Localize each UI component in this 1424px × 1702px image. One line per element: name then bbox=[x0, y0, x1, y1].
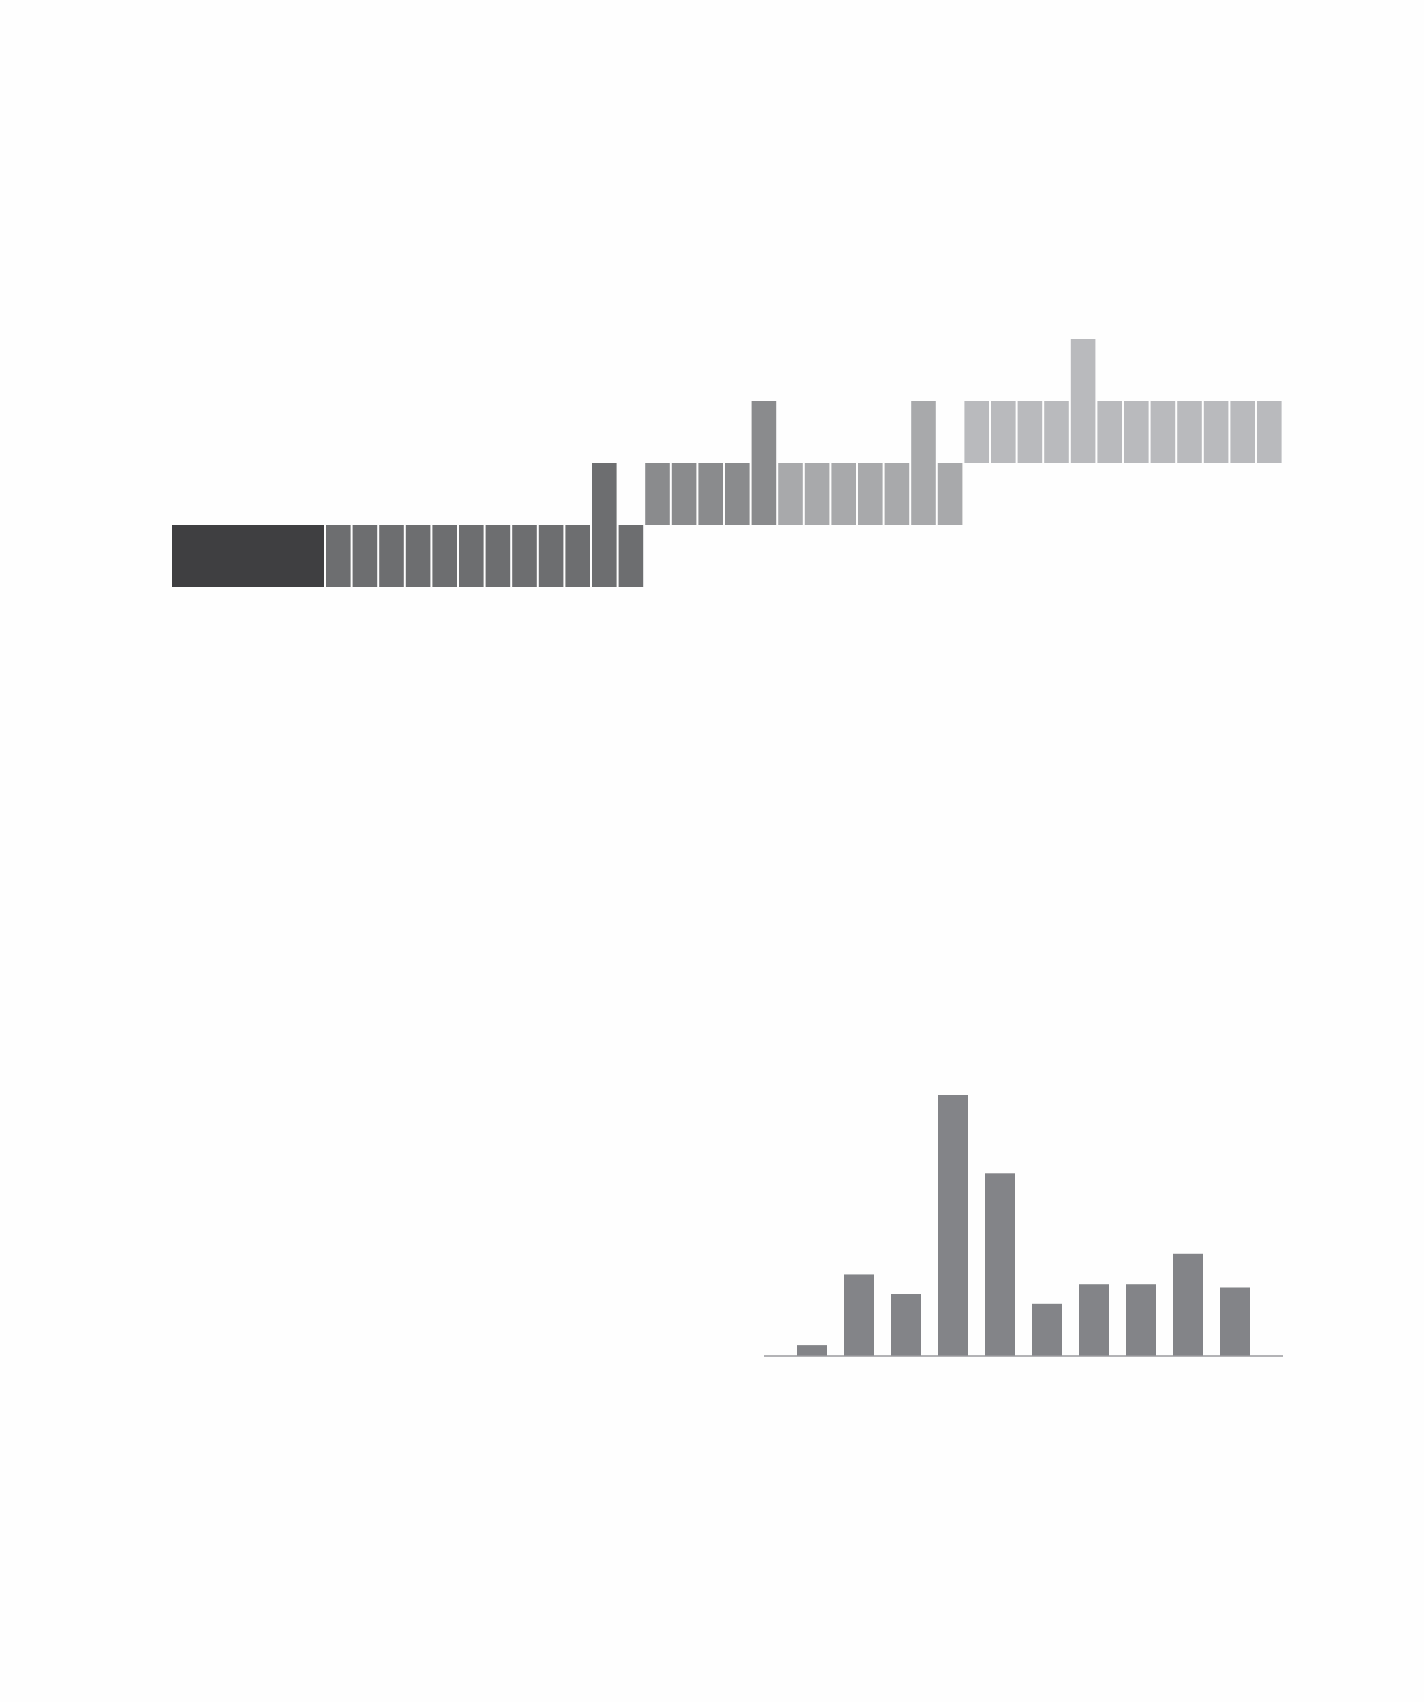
bar bbox=[1126, 1284, 1156, 1356]
block-cell bbox=[352, 525, 378, 587]
block-column bbox=[1017, 401, 1043, 463]
block-cell bbox=[1177, 401, 1202, 463]
block-cell bbox=[538, 525, 564, 587]
block-cell bbox=[751, 463, 777, 525]
block-column bbox=[1070, 339, 1096, 463]
bar bbox=[797, 1345, 827, 1356]
block-cell bbox=[1203, 401, 1229, 463]
block-cell bbox=[804, 463, 830, 525]
bar bbox=[985, 1173, 1015, 1356]
block-column bbox=[1257, 401, 1282, 463]
block-cell bbox=[1097, 401, 1122, 463]
block-column bbox=[884, 463, 910, 525]
block-cell bbox=[671, 463, 697, 525]
block-cell bbox=[725, 463, 750, 525]
block-column bbox=[512, 525, 537, 587]
block-column bbox=[326, 525, 351, 587]
block-cell bbox=[1070, 339, 1096, 401]
block-cell bbox=[485, 525, 511, 587]
block-column bbox=[172, 525, 324, 587]
block-column bbox=[1230, 401, 1255, 463]
block-column bbox=[778, 463, 803, 525]
bar bbox=[844, 1274, 874, 1356]
block-cell bbox=[592, 525, 617, 587]
block-cell bbox=[405, 525, 431, 587]
block-column bbox=[831, 463, 856, 525]
block-column bbox=[618, 525, 644, 587]
block-column bbox=[751, 401, 777, 525]
block-column bbox=[725, 463, 750, 525]
block-column bbox=[1097, 401, 1122, 463]
block-cell bbox=[1017, 401, 1043, 463]
block-cell bbox=[831, 463, 856, 525]
block-column bbox=[698, 463, 723, 525]
block-cell bbox=[1124, 401, 1149, 463]
block-cell bbox=[1044, 401, 1069, 463]
block-cell bbox=[459, 525, 484, 587]
block-cell bbox=[1070, 401, 1096, 463]
block-column bbox=[1177, 401, 1202, 463]
block-column bbox=[379, 525, 404, 587]
block-cell bbox=[379, 525, 404, 587]
block-column bbox=[1150, 401, 1176, 463]
block-column bbox=[565, 525, 590, 587]
block-column bbox=[352, 525, 378, 587]
block-cell bbox=[911, 401, 936, 463]
block-cell bbox=[565, 525, 590, 587]
block-column bbox=[485, 525, 511, 587]
block-column bbox=[937, 463, 963, 525]
block-cell bbox=[778, 463, 803, 525]
bar bbox=[1032, 1303, 1062, 1356]
block-column bbox=[1124, 401, 1149, 463]
block-cell bbox=[172, 525, 324, 587]
bar bbox=[891, 1294, 921, 1356]
block-column bbox=[405, 525, 431, 587]
block-column bbox=[671, 463, 697, 525]
block-column bbox=[1203, 401, 1229, 463]
block-column bbox=[911, 401, 936, 525]
bar bbox=[1079, 1284, 1109, 1356]
block-column bbox=[991, 401, 1016, 463]
block-column bbox=[858, 463, 883, 525]
block-column bbox=[432, 525, 457, 587]
block-column bbox=[459, 525, 484, 587]
bar bbox=[1173, 1253, 1203, 1356]
block-column bbox=[645, 463, 670, 525]
block-cell bbox=[698, 463, 723, 525]
block-cell bbox=[1230, 401, 1255, 463]
block-column bbox=[804, 463, 830, 525]
block-cell bbox=[858, 463, 883, 525]
block-column bbox=[592, 463, 617, 587]
block-column bbox=[964, 401, 989, 463]
bar bbox=[1220, 1287, 1250, 1356]
block-cell bbox=[1257, 401, 1282, 463]
block-cell bbox=[751, 401, 777, 463]
block-cell bbox=[592, 463, 617, 525]
block-cell bbox=[326, 525, 351, 587]
block-cell bbox=[645, 463, 670, 525]
block-cell bbox=[432, 525, 457, 587]
block-cell bbox=[991, 401, 1016, 463]
block-column bbox=[538, 525, 564, 587]
block-cell bbox=[1150, 401, 1176, 463]
block-cell bbox=[618, 525, 644, 587]
bar bbox=[938, 1095, 968, 1356]
block-cell bbox=[512, 525, 537, 587]
block-cell bbox=[937, 463, 963, 525]
block-column bbox=[1044, 401, 1069, 463]
block-cell bbox=[884, 463, 910, 525]
block-cell bbox=[964, 401, 989, 463]
block-cell bbox=[911, 463, 936, 525]
